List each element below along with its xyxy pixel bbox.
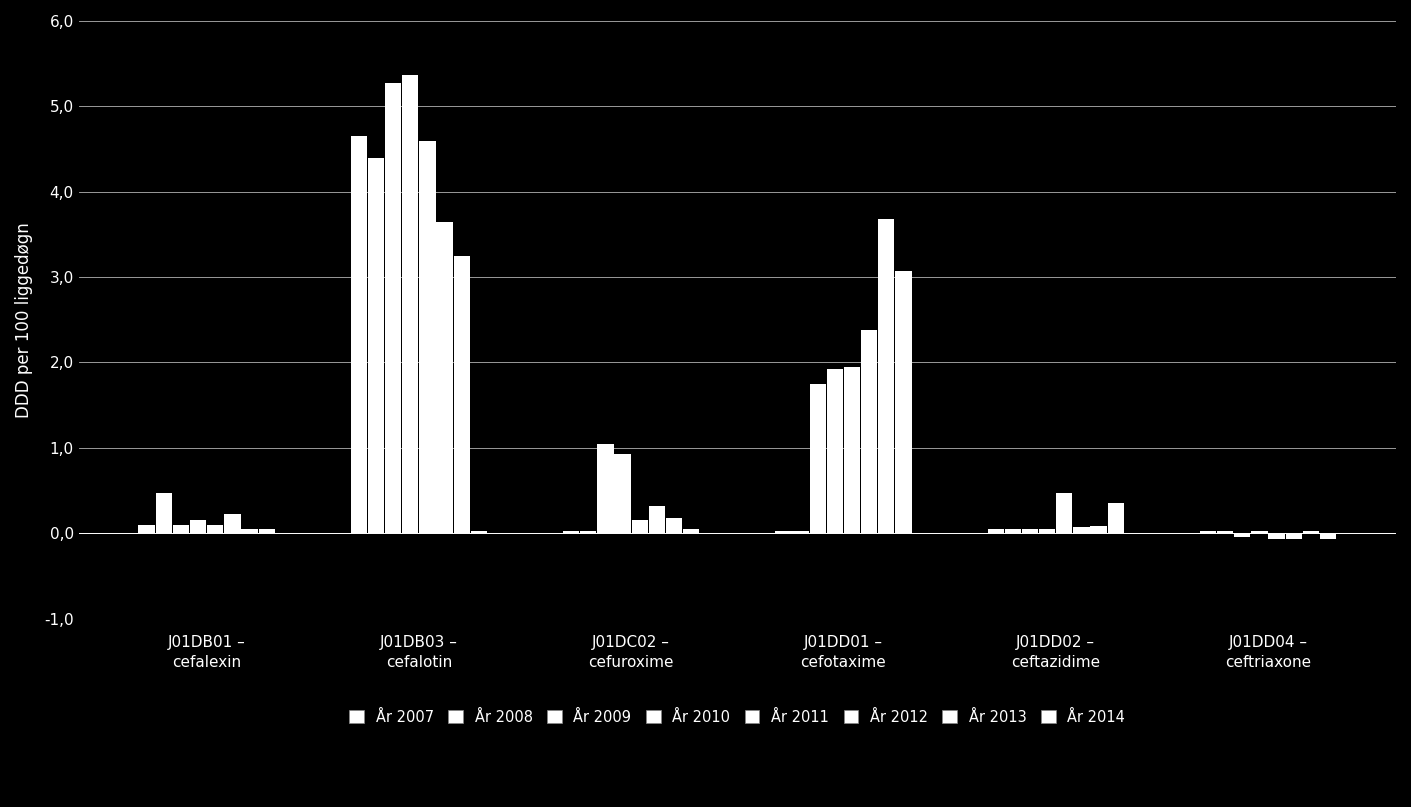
- Bar: [1216, 530, 1233, 533]
- Bar: [471, 532, 487, 533]
- Bar: [1108, 504, 1125, 533]
- Bar: [1091, 526, 1106, 533]
- Bar: [1235, 533, 1250, 537]
- Bar: [775, 530, 792, 533]
- Bar: [563, 530, 580, 533]
- Bar: [1268, 533, 1284, 539]
- Bar: [1302, 530, 1319, 533]
- Bar: [436, 222, 453, 533]
- Bar: [1285, 533, 1302, 539]
- Bar: [258, 529, 275, 533]
- Bar: [878, 219, 895, 533]
- Bar: [844, 366, 861, 533]
- Bar: [172, 525, 189, 533]
- Bar: [224, 514, 240, 533]
- Bar: [1319, 533, 1336, 539]
- Bar: [1038, 529, 1055, 533]
- Bar: [454, 256, 470, 533]
- Bar: [683, 529, 700, 533]
- Bar: [1252, 530, 1267, 533]
- Bar: [138, 525, 155, 533]
- Bar: [385, 83, 401, 533]
- Bar: [896, 271, 912, 533]
- Bar: [402, 75, 419, 533]
- Bar: [1055, 493, 1072, 533]
- Bar: [155, 493, 172, 533]
- Bar: [419, 140, 436, 533]
- Bar: [368, 157, 384, 533]
- Bar: [580, 530, 597, 533]
- Bar: [1074, 527, 1089, 533]
- Bar: [207, 525, 223, 533]
- Legend: År 2007, År 2008, År 2009, År 2010, År 2011, År 2012, År 2013, År 2014: År 2007, År 2008, År 2009, År 2010, År 2…: [344, 704, 1132, 730]
- Y-axis label: DDD per 100 liggedøgn: DDD per 100 liggedøgn: [16, 222, 32, 418]
- Bar: [1022, 529, 1038, 533]
- Bar: [597, 444, 614, 533]
- Bar: [351, 136, 367, 533]
- Bar: [1005, 529, 1022, 533]
- Bar: [241, 529, 258, 533]
- Bar: [632, 521, 648, 533]
- Bar: [190, 521, 206, 533]
- Bar: [861, 330, 878, 533]
- Bar: [810, 384, 825, 533]
- Bar: [988, 529, 1003, 533]
- Bar: [827, 370, 842, 533]
- Bar: [649, 506, 665, 533]
- Bar: [1199, 530, 1216, 533]
- Bar: [614, 454, 631, 533]
- Bar: [793, 530, 809, 533]
- Bar: [666, 518, 682, 533]
